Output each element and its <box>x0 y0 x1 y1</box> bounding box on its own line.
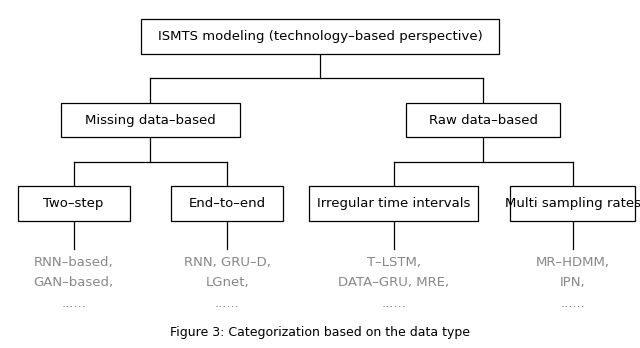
FancyBboxPatch shape <box>18 186 130 221</box>
Text: Multi sampling rates: Multi sampling rates <box>505 197 640 210</box>
Text: Two–step: Two–step <box>44 197 104 210</box>
Text: Raw data–based: Raw data–based <box>429 113 538 127</box>
Text: GAN–based,: GAN–based, <box>33 276 114 290</box>
FancyBboxPatch shape <box>406 103 560 137</box>
Text: End–to–end: End–to–end <box>189 197 266 210</box>
Text: MR–HDMM,: MR–HDMM, <box>536 256 610 269</box>
FancyBboxPatch shape <box>172 186 283 221</box>
Text: Irregular time intervals: Irregular time intervals <box>317 197 470 210</box>
Text: Figure 3: Categorization based on the data type: Figure 3: Categorization based on the da… <box>170 326 470 339</box>
FancyBboxPatch shape <box>309 186 479 221</box>
Text: ......: ...... <box>381 296 406 310</box>
Text: IPN,: IPN, <box>560 276 586 290</box>
Text: Missing data–based: Missing data–based <box>85 113 216 127</box>
Text: RNN–based,: RNN–based, <box>34 256 113 269</box>
Text: T–LSTM,: T–LSTM, <box>367 256 420 269</box>
Text: LGnet,: LGnet, <box>205 276 249 290</box>
Text: ......: ...... <box>561 296 585 310</box>
Text: DATA–GRU, MRE,: DATA–GRU, MRE, <box>338 276 449 290</box>
FancyBboxPatch shape <box>61 103 240 137</box>
Text: ......: ...... <box>61 296 86 310</box>
Text: RNN, GRU–D,: RNN, GRU–D, <box>184 256 271 269</box>
FancyBboxPatch shape <box>141 19 499 54</box>
Text: ......: ...... <box>215 296 239 310</box>
Text: ISMTS modeling (technology–based perspective): ISMTS modeling (technology–based perspec… <box>157 30 483 43</box>
FancyBboxPatch shape <box>511 186 635 221</box>
